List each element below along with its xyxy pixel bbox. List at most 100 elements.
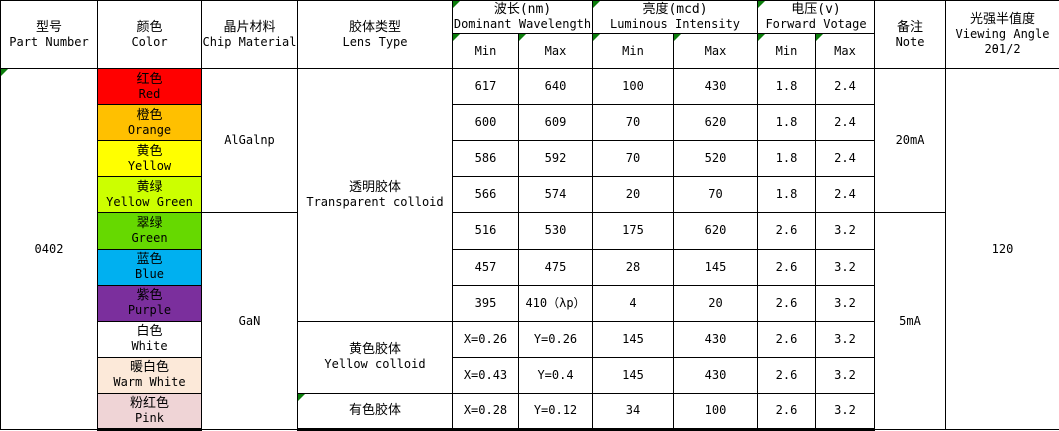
color-label-zh: 粉红色 xyxy=(129,395,169,411)
viewing-angle-header-sub: 2θ1/2 xyxy=(984,42,1021,57)
color-header-en: Color xyxy=(131,34,168,49)
li-min-cell: 70 xyxy=(592,104,674,142)
wl-min-cell: 600 xyxy=(452,104,519,142)
viewing-angle-cell: 120 xyxy=(945,68,1059,430)
wl-max-cell: 530 xyxy=(518,212,593,250)
wl-max-cell: Y=0.12 xyxy=(518,392,593,431)
wl-min-cell: 586 xyxy=(452,140,519,178)
part-number-cell: 0402 xyxy=(0,68,98,430)
fv-min-cell: 2.6 xyxy=(757,248,817,286)
lens-type-zh: 黄色胶体 xyxy=(348,342,401,358)
note-cell-5ma: 5mA xyxy=(874,212,947,430)
color-label-en: Green xyxy=(131,230,168,245)
wl-max-cell: Y=0.4 xyxy=(518,356,593,394)
voltage-header-zh: 电压(v) xyxy=(791,2,841,18)
li-min-cell: 28 xyxy=(592,248,674,286)
intensity-header-zh: 亮度(mcd) xyxy=(642,2,708,18)
fv-min-cell: 1.8 xyxy=(757,176,817,214)
lens-type-header-en: Lens Type xyxy=(342,34,408,49)
note-cell-20ma: 20mA xyxy=(874,68,947,214)
wl-min-cell: 566 xyxy=(452,176,519,214)
fv-min-cell: 2.6 xyxy=(757,356,817,394)
table-row-pink: 粉红色 Pink 有色胶体 X=0.28 Y=0.12 34 100 2.6 3… xyxy=(1,392,1059,431)
intensity-header-en: Luminous Intensity xyxy=(609,17,741,32)
color-label-zh: 紫色 xyxy=(136,288,163,304)
table-row-purple: 紫色 Purple 395 410（λp） 4 20 2.6 3.2 xyxy=(1,284,1059,322)
note-header: 备注 Note xyxy=(874,0,947,70)
color-label-en: Warm White xyxy=(113,375,186,390)
color-label-zh: 白色 xyxy=(136,324,163,340)
fv-min-cell: 2.6 xyxy=(757,284,817,322)
wavelength-max-header: Max xyxy=(518,33,593,70)
color-label-en: Blue xyxy=(135,267,164,282)
fv-max-cell: 2.4 xyxy=(815,140,876,178)
fv-min-cell: 2.6 xyxy=(757,320,817,358)
wl-max-cell: 410（λp） xyxy=(518,284,593,322)
intensity-max-header: Max xyxy=(672,33,759,70)
viewing-angle-header-en: Viewing Angle xyxy=(955,27,1050,42)
chip-material-cell-gan: GaN xyxy=(201,212,298,430)
li-min-cell: 175 xyxy=(592,212,674,250)
li-max-cell: 520 xyxy=(672,140,759,178)
wl-min-cell: 395 xyxy=(452,284,519,322)
fv-max-cell: 3.2 xyxy=(815,356,876,394)
lens-type-header: 胶体类型 Lens Type xyxy=(297,0,453,70)
fv-min-cell: 1.8 xyxy=(757,140,817,178)
li-max-cell: 20 xyxy=(672,284,759,322)
wavelength-header: 波长(nm) Dominant Wavelength xyxy=(452,0,593,35)
wavelength-header-zh: 波长(nm) xyxy=(493,2,552,18)
color-cell-warm-white: 暖白色 Warm White xyxy=(97,356,202,394)
lens-type-en: Yellow colloid xyxy=(324,357,426,372)
li-min-cell: 145 xyxy=(592,320,674,358)
wl-max-cell: 640 xyxy=(518,68,593,106)
color-label-en: Yellow Green xyxy=(106,194,193,209)
color-label-en: Orange xyxy=(127,122,172,137)
li-max-cell: 100 xyxy=(672,392,759,431)
voltage-min-header: Min xyxy=(757,33,817,70)
fv-max-cell: 3.2 xyxy=(815,212,876,250)
color-cell-yellow-green: 黄绿 Yellow Green xyxy=(97,176,202,214)
fv-max-cell: 3.2 xyxy=(815,320,876,358)
wl-min-cell: X=0.26 xyxy=(452,320,519,358)
wl-min-cell: X=0.28 xyxy=(452,392,519,431)
voltage-max-header: Max xyxy=(815,33,876,70)
li-min-cell: 145 xyxy=(592,356,674,394)
part-number-header-zh: 型号 xyxy=(35,19,62,35)
wl-min-cell: 457 xyxy=(452,248,519,286)
intensity-header: 亮度(mcd) Luminous Intensity xyxy=(591,0,759,35)
wavelength-header-en: Dominant Wavelength xyxy=(453,17,592,32)
color-cell-red: 红色 Red xyxy=(97,68,202,106)
lens-type-zh: 有色胶体 xyxy=(348,403,401,419)
fv-max-cell: 2.4 xyxy=(815,176,876,214)
li-max-cell: 145 xyxy=(672,248,759,286)
chip-material-header-zh: 晶片材料 xyxy=(223,19,276,35)
wl-min-cell: 516 xyxy=(452,212,519,250)
lens-type-cell-colored-colloid: 有色胶体 xyxy=(297,392,453,431)
color-label-en: Yellow xyxy=(127,158,172,173)
color-cell-green: 翠绿 Green xyxy=(97,212,202,250)
color-label-en: White xyxy=(131,339,168,354)
voltage-header: 电压(v) Forward Votage xyxy=(757,0,876,35)
lens-type-zh: 透明胶体 xyxy=(348,179,401,195)
color-label-en: Pink xyxy=(135,410,164,425)
note-header-zh: 备注 xyxy=(897,19,924,35)
wl-min-cell: 617 xyxy=(452,68,519,106)
color-label-zh: 红色 xyxy=(136,71,163,87)
li-min-cell: 4 xyxy=(592,284,674,322)
color-label-en: Red xyxy=(138,86,161,101)
part-number-header: 型号 Part Number xyxy=(0,0,98,70)
color-cell-purple: 紫色 Purple xyxy=(97,284,202,322)
wl-max-cell: 574 xyxy=(518,176,593,214)
fv-min-cell: 2.6 xyxy=(757,212,817,250)
li-min-cell: 20 xyxy=(592,176,674,214)
color-label-zh: 橙色 xyxy=(136,107,163,123)
wl-max-cell: 475 xyxy=(518,248,593,286)
table-row-yellow: 黄色 Yellow 586 592 70 520 1.8 2.4 xyxy=(1,140,1059,178)
wavelength-min-header: Min xyxy=(452,33,519,70)
li-max-cell: 430 xyxy=(672,68,759,106)
chip-material-cell-algalnp: AlGalnp xyxy=(201,68,298,214)
lens-type-cell-yellow-colloid: 黄色胶体 Yellow colloid xyxy=(297,320,453,394)
fv-min-cell: 1.8 xyxy=(757,68,817,106)
li-max-cell: 620 xyxy=(672,104,759,142)
color-header: 颜色 Color xyxy=(97,0,202,70)
